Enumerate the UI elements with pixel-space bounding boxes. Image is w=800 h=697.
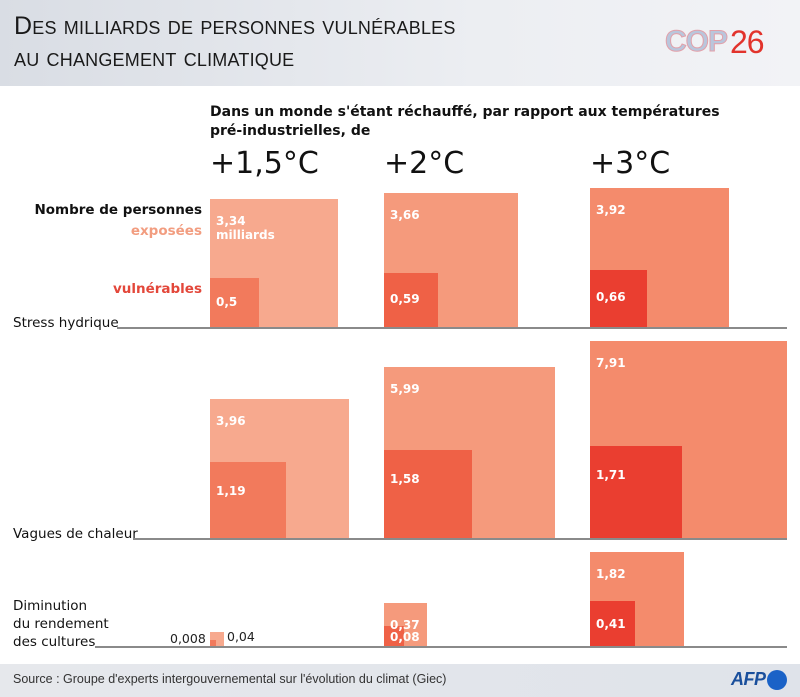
legend-title: Nombre de personnes [34,202,202,218]
baseline-stress-hydrique [117,327,787,329]
cop-logo-number: 26 [730,24,765,60]
row-label-cultures: Diminution du rendement des cultures [13,597,109,651]
scenario-label-3: +3°C [590,146,671,181]
vulnerable-value-label: 1,19 [216,483,246,498]
title-line-2: au changement climatique [14,44,295,72]
scenario-label-1-5: +1,5°C [210,146,319,181]
exposed-value-label: 3,34 [216,214,246,229]
exposed-value-label: 3,92 [596,203,626,218]
vulnerable-square-row1-3 [590,446,682,538]
baseline-cultures [95,646,787,648]
vulnerable-square-row2-2 [384,626,404,646]
vulnerable-value-label: 0,41 [596,616,626,631]
vulnerable-value-label: 1,58 [390,472,420,486]
vulnerable-square-row1-2 [384,450,472,538]
legend-exposed: exposées [130,223,202,239]
row-label-stress-hydrique: Stress hydrique [13,315,119,331]
vulnerable-square-row2-3 [590,601,635,646]
exposed-value-label: 1,82 [596,566,626,581]
vulnerable-value-label: 0,5 [216,294,238,309]
row-label-cultures-line-1: Diminution [13,598,88,614]
legend-vulnerable: vulnérables [112,281,202,297]
title-line-1: Des milliards de personnes vulnérables [14,12,456,40]
exposed-unit-label: milliards [216,228,275,243]
vulnerable-square-row2-1-5 [210,639,217,646]
page-title: Des milliards de personnes vulnérables a… [14,10,456,74]
header-band [0,0,800,86]
cop-logo-text: COP [664,25,728,59]
chart-subtitle: Dans un monde s'étant réchauffé, par rap… [210,104,720,139]
exposed-value-label: 7,91 [596,356,626,371]
vulnerable-square-row1-1-5 [210,461,287,538]
vulnerable-value-label: 0,66 [596,290,626,305]
source-note: Source : Groupe d'experts intergouvernem… [13,672,447,686]
footer-band [0,664,800,697]
row-label-cultures-line-2: du rendement [13,616,109,632]
afp-logo-text: AFP [731,669,766,689]
exposed-value-label: 3,66 [390,208,420,223]
vulnerable-value-label: 0,59 [390,292,420,307]
vulnerable-square-row0-1-5 [210,277,260,327]
vulnerable-value-label: 0,08 [390,630,420,644]
vulnerable-square-row0-3 [590,270,647,327]
exposed-value-label: 0,37 [390,618,420,633]
exposed-value-label: 3,96 [216,413,246,428]
row-label-cultures-line-3: des cultures [13,634,96,650]
vulnerable-square-row0-2 [384,273,438,327]
row-label-vagues-chaleur: Vagues de chaleur [13,526,138,542]
baseline-vagues-chaleur [133,538,787,540]
vulnerable-value-label: 0,008 [170,631,206,646]
exposed-value-label: 5,99 [390,381,420,396]
vulnerable-value-label: 1,71 [596,468,626,483]
exposed-value-label: 0,04 [227,629,255,644]
afp-logo-dot-icon [767,670,787,690]
scenario-label-2: +2°C [384,146,465,181]
